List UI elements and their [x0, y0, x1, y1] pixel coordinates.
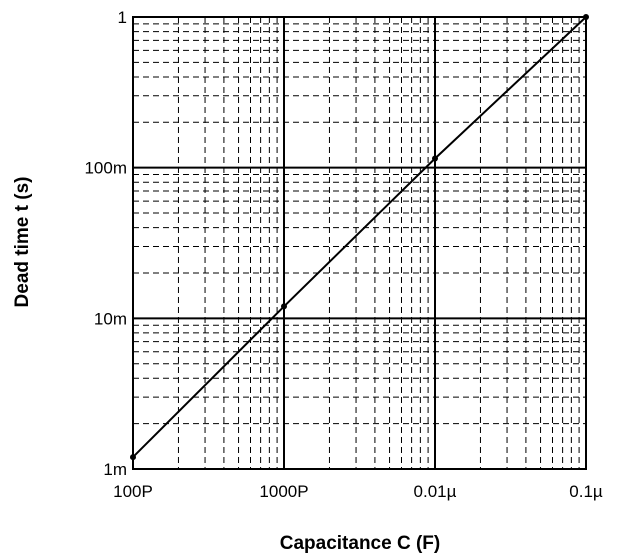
y-tick-label: 100m [84, 159, 127, 178]
data-point [281, 303, 287, 310]
data-point [583, 14, 589, 20]
minor-grid [133, 17, 586, 469]
y-tick-label: 1 [118, 8, 127, 27]
x-tick-labels: 100P 1000P 0.01µ 0.1µ [113, 482, 603, 501]
series-layer [130, 14, 589, 461]
data-point [130, 454, 136, 461]
y-tick-label: 1m [103, 460, 127, 479]
x-tick-label: 0.01µ [414, 482, 457, 501]
y-tick-labels: 1m 10m 100m 1 [84, 8, 127, 479]
series-line [132, 16, 587, 458]
x-tick-label: 1000P [259, 482, 308, 501]
y-axis-title: Dead time t (s) [12, 177, 33, 308]
x-axis-title: Capacitance C (F) [280, 533, 440, 554]
x-tick-label: 0.1µ [569, 482, 603, 501]
x-tick-label: 100P [113, 482, 153, 501]
data-point [432, 155, 438, 162]
plot-frame [132, 16, 587, 470]
y-tick-label: 10m [94, 309, 127, 328]
major-grid [133, 17, 586, 469]
